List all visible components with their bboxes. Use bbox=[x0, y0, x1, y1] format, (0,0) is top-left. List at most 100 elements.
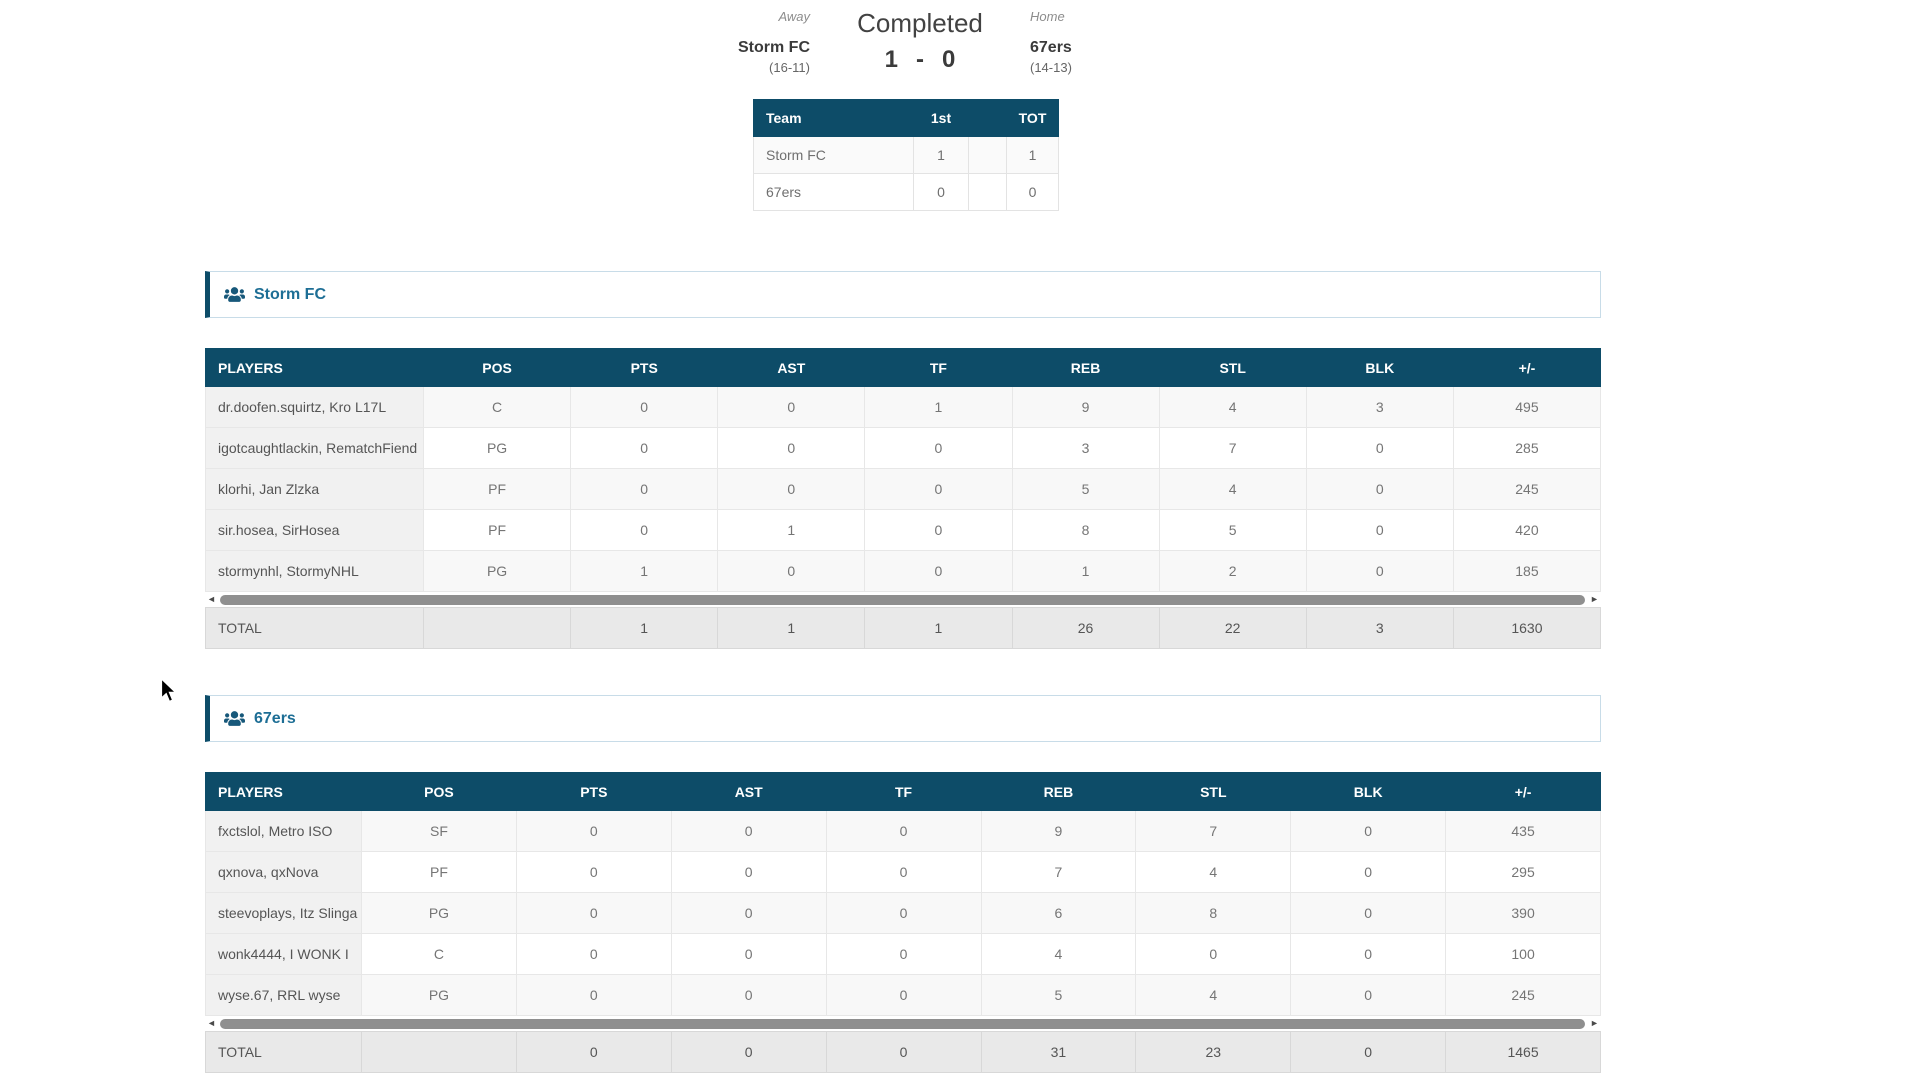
player-name-cell: steevoplays, Itz Slinga bbox=[205, 892, 362, 934]
score-summary-row-away: Storm FC 1 1 bbox=[753, 136, 1059, 174]
stat-cell: PF bbox=[361, 851, 517, 893]
stat-cell: 4 bbox=[980, 933, 1137, 975]
scroll-thumb[interactable] bbox=[219, 1018, 1585, 1029]
users-icon bbox=[224, 286, 245, 303]
total-row: TOTAL 1 1 1 26 22 3 1630 bbox=[205, 607, 1602, 649]
total-stat-cell bbox=[422, 607, 572, 649]
player-row: dr.doofen.squirtz, Kro L17L C 0 0 1 9 4 3 495 bbox=[205, 386, 1602, 428]
stat-cell: 0 bbox=[1135, 933, 1292, 975]
score-col-tot: TOT bbox=[1006, 99, 1059, 137]
total-stat-cell: 0 bbox=[515, 1031, 672, 1073]
stat-cell: 0 bbox=[515, 851, 672, 893]
users-icon bbox=[224, 710, 245, 727]
stat-cell: 9 bbox=[980, 810, 1137, 852]
team-section-card-storm-fc: Storm FC bbox=[205, 271, 1601, 318]
stats-col-header: PTS bbox=[515, 772, 672, 811]
stat-cell: 4 bbox=[1158, 386, 1307, 428]
player-name-cell: stormynhl, StormyNHL bbox=[205, 550, 424, 592]
stat-cell: 7 bbox=[1135, 810, 1292, 852]
final-score: 1-0 bbox=[810, 46, 1030, 74]
stats-col-header: PLAYERS bbox=[205, 348, 424, 387]
stat-cell: 0 bbox=[570, 509, 719, 551]
stats-header-row: PLAYERS POS PTS AST TF REB STL BLK +/- bbox=[205, 348, 1602, 387]
stat-cell: 185 bbox=[1452, 550, 1602, 592]
player-name-cell: klorhi, Jan Zlzka bbox=[205, 468, 424, 510]
score-col-team: Team bbox=[753, 99, 914, 137]
stats-col-header: TF bbox=[825, 772, 982, 811]
stat-cell: 3 bbox=[1305, 386, 1454, 428]
player-row: qxnova, qxNova PF 0 0 0 7 4 0 295 bbox=[205, 851, 1601, 893]
stat-cell: 9 bbox=[1011, 386, 1160, 428]
stats-col-header: REB bbox=[980, 772, 1137, 811]
stat-cell: 285 bbox=[1452, 427, 1602, 469]
total-stat-cell: 22 bbox=[1158, 607, 1307, 649]
away-team-block: Away Storm FC (16-11) bbox=[640, 6, 810, 75]
total-stat-cell: 23 bbox=[1135, 1031, 1292, 1073]
total-stat-cell: 0 bbox=[825, 1031, 982, 1073]
scroll-right-arrow-icon[interactable]: ► bbox=[1590, 1018, 1599, 1028]
home-label: Home bbox=[1030, 9, 1065, 24]
stat-cell: 0 bbox=[670, 974, 827, 1016]
horizontal-scrollbar-row: ◄ ► bbox=[205, 591, 1601, 608]
stats-col-header: TF bbox=[864, 348, 1013, 387]
stat-cell: 1 bbox=[717, 509, 866, 551]
stat-cell: 390 bbox=[1445, 892, 1601, 934]
stat-cell: 0 bbox=[670, 933, 827, 975]
score-separator: - bbox=[916, 46, 924, 73]
score-tot-cell: 0 bbox=[1006, 173, 1059, 211]
stat-cell: 1 bbox=[570, 550, 719, 592]
stat-cell: 420 bbox=[1452, 509, 1602, 551]
score-1st-cell: 0 bbox=[913, 173, 969, 211]
stat-cell: C bbox=[422, 386, 572, 428]
score-col-spacer bbox=[968, 99, 1007, 137]
home-team-block: Home 67ers (14-13) bbox=[1030, 6, 1200, 75]
stats-col-header: AST bbox=[717, 348, 866, 387]
scroll-left-arrow-icon[interactable]: ◄ bbox=[207, 594, 216, 604]
stat-cell: 6 bbox=[980, 892, 1137, 934]
team-section-card-67ers: 67ers bbox=[205, 695, 1601, 742]
stat-cell: PG bbox=[422, 427, 572, 469]
scroll-right-arrow-icon[interactable]: ► bbox=[1590, 594, 1599, 604]
stat-cell: 0 bbox=[515, 974, 672, 1016]
player-name-cell: wonk4444, I WONK I bbox=[205, 933, 362, 975]
horizontal-scrollbar[interactable]: ◄ ► bbox=[206, 1016, 1601, 1031]
player-name-cell: dr.doofen.squirtz, Kro L17L bbox=[205, 386, 424, 428]
stat-cell: 0 bbox=[825, 892, 982, 934]
stat-cell: 0 bbox=[1305, 427, 1454, 469]
player-name-cell: qxnova, qxNova bbox=[205, 851, 362, 893]
stat-cell: 7 bbox=[980, 851, 1137, 893]
scroll-thumb[interactable] bbox=[219, 594, 1585, 605]
total-stat-cell: 0 bbox=[1290, 1031, 1447, 1073]
score-summary-row-home: 67ers 0 0 bbox=[753, 173, 1059, 211]
total-stat-cell: 26 bbox=[1011, 607, 1160, 649]
stat-cell: 0 bbox=[864, 468, 1013, 510]
players-stats-table-67ers: PLAYERS POS PTS AST TF REB STL BLK +/- fxctslol, … bbox=[205, 772, 1601, 1073]
stat-cell: 0 bbox=[717, 468, 866, 510]
stats-col-header: POS bbox=[361, 772, 517, 811]
stat-cell: 4 bbox=[1135, 974, 1292, 1016]
total-stat-cell: 0 bbox=[670, 1031, 827, 1073]
stats-col-header: +/- bbox=[1445, 772, 1601, 811]
stats-col-header: BLK bbox=[1290, 772, 1447, 811]
stat-cell: 5 bbox=[1158, 509, 1307, 551]
stat-cell: 0 bbox=[1290, 974, 1447, 1016]
score-col-1st: 1st bbox=[913, 99, 969, 137]
stat-cell: 0 bbox=[570, 468, 719, 510]
home-team-name: 67ers bbox=[1030, 39, 1072, 56]
player-name-cell: igotcaughtlackin, RematchFiend bbox=[205, 427, 424, 469]
stat-cell: PG bbox=[422, 550, 572, 592]
horizontal-scrollbar[interactable]: ◄ ► bbox=[206, 592, 1601, 607]
stat-cell: 0 bbox=[1290, 933, 1447, 975]
stats-col-header: STL bbox=[1158, 348, 1307, 387]
total-label-cell: TOTAL bbox=[205, 607, 424, 649]
stat-cell: PF bbox=[422, 509, 572, 551]
stat-cell: 0 bbox=[1290, 810, 1447, 852]
stat-cell: 0 bbox=[570, 386, 719, 428]
stat-cell: 0 bbox=[1290, 892, 1447, 934]
scroll-left-arrow-icon[interactable]: ◄ bbox=[207, 1018, 216, 1028]
stat-cell: 0 bbox=[670, 810, 827, 852]
away-score: 1 bbox=[884, 46, 898, 73]
away-label: Away bbox=[778, 9, 810, 24]
stat-cell: 1 bbox=[1011, 550, 1160, 592]
score-team-cell: 67ers bbox=[753, 173, 914, 211]
